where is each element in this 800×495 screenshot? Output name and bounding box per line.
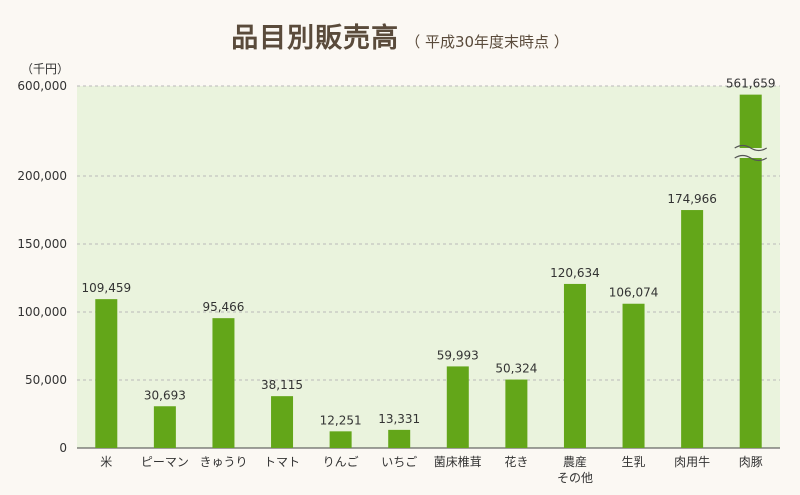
data-label: 120,634	[550, 266, 600, 280]
data-label: 50,324	[495, 362, 537, 376]
data-label: 174,966	[667, 192, 717, 206]
x-tick-label: りんご	[323, 454, 359, 469]
bar	[563, 283, 586, 448]
x-tick-label: 生乳	[622, 455, 646, 469]
x-tick-label: その他	[557, 471, 593, 485]
chart-title-main: 品目別販売高	[231, 23, 400, 54]
y-tick-label: 200,000	[17, 169, 67, 183]
y-axis-unit-label: （千円）	[21, 62, 70, 76]
data-label: 109,459	[81, 281, 131, 295]
chart-title-sub: （ 平成30年度末時点 ）	[405, 33, 569, 51]
data-label: 59,993	[437, 348, 479, 362]
data-label: 95,466	[202, 300, 244, 314]
bar	[153, 406, 176, 448]
bar	[622, 303, 645, 448]
data-label: 561,659	[726, 77, 776, 91]
x-tick-label: 米	[100, 455, 112, 469]
axis-break-mark	[734, 144, 768, 152]
y-tick-label: 600,000	[17, 79, 67, 93]
y-tick-label: 100,000	[17, 305, 67, 319]
y-tick-label: 0	[59, 441, 67, 455]
x-tick-label: 農産	[563, 454, 587, 469]
data-label: 38,115	[261, 378, 303, 392]
bar	[505, 379, 528, 448]
bar	[329, 431, 352, 448]
x-tick-label: 菌床椎茸	[434, 454, 482, 469]
axis-break-gap	[737, 148, 764, 158]
data-label: 30,693	[144, 388, 186, 402]
y-tick-label: 50,000	[25, 373, 67, 387]
x-tick-label: 花き	[504, 454, 528, 469]
bar	[95, 299, 118, 448]
y-tick-label: 150,000	[17, 237, 67, 251]
x-tick-label: ピーマン	[141, 455, 189, 469]
bar	[271, 396, 294, 448]
x-tick-label: トマト	[264, 455, 300, 469]
axis-break-mark	[734, 154, 768, 162]
plot-area	[77, 86, 780, 448]
bar	[212, 318, 235, 448]
bar	[739, 94, 762, 449]
x-tick-label: 肉豚	[739, 455, 763, 469]
chart-title: 品目別販売高 （ 平成30年度末時点 ）	[0, 16, 800, 55]
x-tick-label: いちご	[381, 454, 417, 469]
x-tick-label: きゅうり	[199, 455, 247, 469]
data-label: 106,074	[609, 286, 659, 300]
bar	[681, 210, 704, 448]
bar	[446, 366, 469, 448]
x-tick-label: 肉用牛	[674, 454, 710, 469]
bar	[388, 429, 411, 448]
data-label: 12,251	[320, 413, 362, 427]
data-label: 13,331	[378, 412, 420, 426]
